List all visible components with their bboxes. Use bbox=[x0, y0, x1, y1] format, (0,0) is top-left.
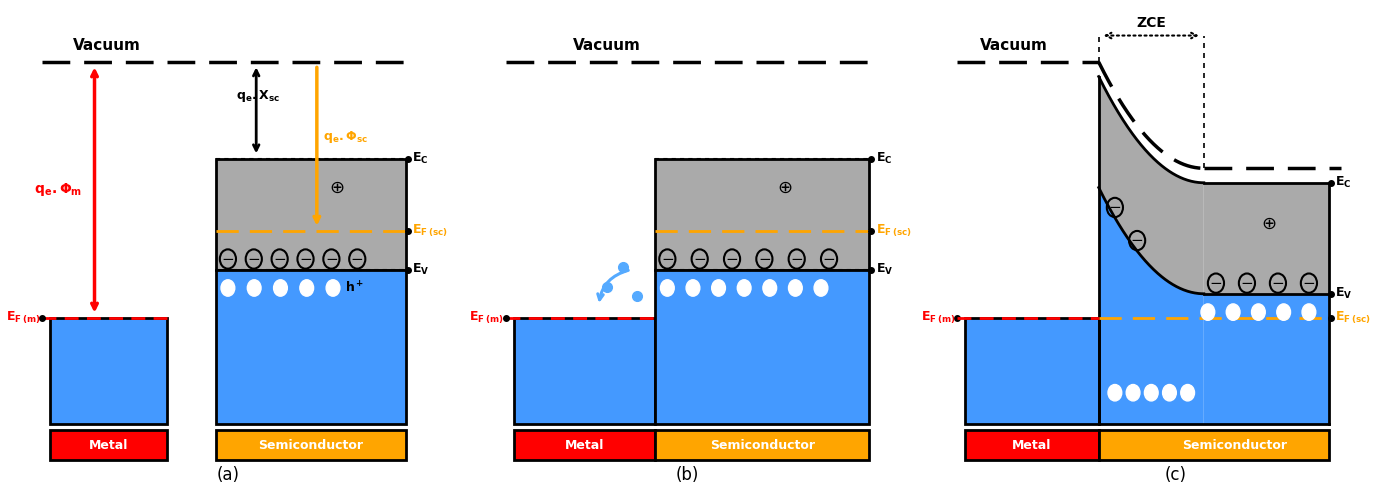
Text: −: − bbox=[758, 251, 771, 267]
Bar bbox=[215, 159, 406, 270]
Text: $\mathbf{q_e.\Phi_m}$: $\mathbf{q_e.\Phi_m}$ bbox=[34, 182, 83, 198]
Text: −: − bbox=[791, 251, 803, 267]
Bar bbox=[1098, 430, 1329, 460]
Text: $\mathbf{E_{F\,(sc)}}$: $\mathbf{E_{F\,(sc)}}$ bbox=[1336, 310, 1370, 326]
Text: −: − bbox=[247, 251, 261, 267]
Text: $\mathbf{E_{F\,(sc)}}$: $\mathbf{E_{F\,(sc)}}$ bbox=[411, 223, 447, 239]
Circle shape bbox=[1126, 384, 1140, 401]
Circle shape bbox=[1162, 384, 1176, 401]
Text: −: − bbox=[661, 251, 673, 267]
Circle shape bbox=[1252, 304, 1265, 320]
Text: −: − bbox=[273, 251, 286, 267]
Text: −: − bbox=[1241, 275, 1253, 291]
Text: −: − bbox=[222, 251, 235, 267]
Circle shape bbox=[1276, 304, 1290, 320]
Text: −: − bbox=[822, 251, 835, 267]
Text: $\mathbf{E_{F\,(m)}}$: $\mathbf{E_{F\,(m)}}$ bbox=[920, 310, 955, 326]
Circle shape bbox=[737, 280, 751, 296]
Bar bbox=[50, 318, 167, 424]
Text: (a): (a) bbox=[217, 466, 239, 485]
Bar bbox=[513, 430, 656, 460]
Text: Semiconductor: Semiconductor bbox=[258, 439, 363, 452]
Text: Metal: Metal bbox=[564, 439, 604, 452]
Bar bbox=[656, 159, 869, 270]
Circle shape bbox=[763, 280, 777, 296]
Text: $\mathbf{E_{F\,(sc)}}$: $\mathbf{E_{F\,(sc)}}$ bbox=[875, 223, 911, 239]
Text: −: − bbox=[351, 251, 364, 267]
Text: Metal: Metal bbox=[1013, 439, 1052, 452]
Text: $\mathbf{E_C}$: $\mathbf{E_C}$ bbox=[411, 151, 428, 166]
Circle shape bbox=[686, 280, 700, 296]
Circle shape bbox=[1144, 384, 1158, 401]
Bar bbox=[966, 318, 1098, 424]
Bar bbox=[966, 430, 1098, 460]
Text: Vacuum: Vacuum bbox=[73, 38, 141, 54]
Text: −: − bbox=[1130, 233, 1144, 248]
Bar bbox=[50, 430, 167, 460]
Circle shape bbox=[1181, 384, 1195, 401]
Circle shape bbox=[712, 280, 726, 296]
Text: $\oplus$: $\oplus$ bbox=[330, 179, 345, 196]
Polygon shape bbox=[1098, 77, 1203, 294]
Circle shape bbox=[273, 280, 287, 296]
Text: −: − bbox=[693, 251, 707, 267]
Text: $\mathbf{h^+}$: $\mathbf{h^+}$ bbox=[345, 280, 364, 296]
Text: $\mathbf{E_V}$: $\mathbf{E_V}$ bbox=[1336, 286, 1352, 301]
Text: −: − bbox=[299, 251, 312, 267]
Text: −: − bbox=[726, 251, 738, 267]
Circle shape bbox=[814, 280, 828, 296]
Text: −: − bbox=[1108, 200, 1122, 215]
Text: $\mathbf{q_e.X_{sc}}$: $\mathbf{q_e.X_{sc}}$ bbox=[236, 88, 280, 104]
Text: Vacuum: Vacuum bbox=[980, 38, 1047, 54]
Text: $\mathbf{E_V}$: $\mathbf{E_V}$ bbox=[875, 262, 893, 277]
Text: −: − bbox=[326, 251, 338, 267]
Text: Semiconductor: Semiconductor bbox=[709, 439, 814, 452]
Circle shape bbox=[661, 280, 675, 296]
Bar bbox=[215, 270, 406, 424]
Text: Metal: Metal bbox=[88, 439, 128, 452]
Circle shape bbox=[1303, 304, 1315, 320]
Text: $\mathbf{E_{F\,(m)}}$: $\mathbf{E_{F\,(m)}}$ bbox=[469, 310, 504, 326]
Text: $\mathbf{E_V}$: $\mathbf{E_V}$ bbox=[411, 262, 429, 277]
Circle shape bbox=[221, 280, 235, 296]
Circle shape bbox=[326, 280, 339, 296]
Text: ZCE: ZCE bbox=[1136, 16, 1166, 30]
Text: $\mathbf{E_{F\,(m)}}$: $\mathbf{E_{F\,(m)}}$ bbox=[6, 310, 40, 326]
Bar bbox=[656, 270, 869, 424]
Text: Semiconductor: Semiconductor bbox=[1181, 439, 1286, 452]
Circle shape bbox=[1201, 304, 1214, 320]
Polygon shape bbox=[1098, 188, 1203, 424]
Text: −: − bbox=[1303, 275, 1315, 291]
Bar bbox=[513, 318, 656, 424]
Circle shape bbox=[1108, 384, 1122, 401]
Text: $\mathbf{E_C}$: $\mathbf{E_C}$ bbox=[1336, 175, 1351, 191]
Bar bbox=[215, 430, 406, 460]
Text: −: − bbox=[1210, 275, 1223, 291]
Text: $\oplus$: $\oplus$ bbox=[1261, 215, 1276, 233]
Text: −: − bbox=[1271, 275, 1285, 291]
Bar bbox=[656, 430, 869, 460]
Text: $\mathbf{q_e.\Phi_{sc}}$: $\mathbf{q_e.\Phi_{sc}}$ bbox=[323, 129, 368, 145]
Circle shape bbox=[1227, 304, 1241, 320]
Text: $\mathbf{E_C}$: $\mathbf{E_C}$ bbox=[875, 151, 891, 166]
Text: (c): (c) bbox=[1165, 466, 1187, 485]
Circle shape bbox=[247, 280, 261, 296]
Text: $\oplus$: $\oplus$ bbox=[777, 179, 792, 196]
Circle shape bbox=[299, 280, 313, 296]
Text: (b): (b) bbox=[676, 466, 700, 485]
Text: Vacuum: Vacuum bbox=[573, 38, 640, 54]
Circle shape bbox=[788, 280, 802, 296]
